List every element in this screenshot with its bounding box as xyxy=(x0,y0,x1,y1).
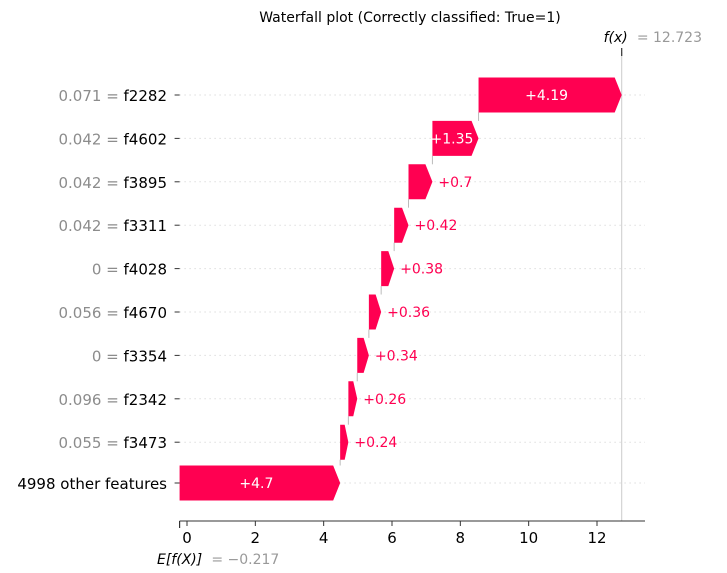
output-value-annotation: f(x) = 12.723 xyxy=(604,27,702,46)
feature-value: 0.071 = xyxy=(58,87,123,105)
bar-value-label: +0.36 xyxy=(387,305,430,321)
base-value-label: E[f(X)] xyxy=(157,552,202,568)
feature-name: f2342 xyxy=(124,391,167,409)
feature-label: 0 = f3354 xyxy=(92,347,167,365)
waterfall-bar xyxy=(394,207,409,243)
waterfall-bar xyxy=(368,294,382,330)
x-axis: 0 2 4 6 8 10 12 xyxy=(178,520,645,547)
feature-value: 0.042 = xyxy=(58,174,123,192)
waterfall-bar xyxy=(408,164,433,200)
feature-label: 0.042 = f4602 xyxy=(58,130,167,148)
x-tick-label: 0 xyxy=(182,529,192,547)
feature-label: 0.056 = f4670 xyxy=(58,304,167,322)
feature-name: 4998 other features xyxy=(17,475,167,493)
base-value-annotation: E[f(X)] = −0.217 xyxy=(157,549,279,568)
bar-value-label: +0.24 xyxy=(354,435,397,451)
feature-value: 0 = xyxy=(92,261,124,279)
feature-name: f4602 xyxy=(124,130,167,148)
waterfall-bar xyxy=(432,120,479,156)
feature-value: 0.096 = xyxy=(58,391,123,409)
output-value: = 12.723 xyxy=(637,30,702,46)
x-tick-label: 12 xyxy=(587,529,606,547)
feature-name: f2282 xyxy=(124,87,167,105)
x-tick-label: 10 xyxy=(519,529,538,547)
bar-value-label: +0.26 xyxy=(363,392,406,408)
feature-value: 0.042 = xyxy=(58,217,123,235)
feature-name: f3311 xyxy=(124,217,167,235)
bar-value-label: +0.38 xyxy=(400,262,443,278)
feature-value: 0 = xyxy=(92,347,124,365)
bar-value-label: +0.42 xyxy=(415,218,458,234)
waterfall-bar xyxy=(381,251,395,287)
feature-label: 4998 other features xyxy=(17,475,167,493)
bar-value-label: +0.7 xyxy=(438,175,472,191)
chart-title: Waterfall plot (Correctly classified: Tr… xyxy=(259,10,561,26)
x-tick-label: 6 xyxy=(387,529,397,547)
waterfall-bar xyxy=(179,465,341,501)
feature-name: f4028 xyxy=(124,261,167,279)
waterfall-bar xyxy=(340,424,349,460)
bar-value-label: +1.35 xyxy=(431,131,474,147)
feature-name: f3354 xyxy=(124,347,167,365)
feature-label: 0 = f4028 xyxy=(92,261,167,279)
feature-value: 0.056 = xyxy=(58,304,123,322)
x-tick-label: 8 xyxy=(456,529,466,547)
bar-value-label: +4.7 xyxy=(239,476,273,492)
feature-label: 0.096 = f2342 xyxy=(58,391,167,409)
row-gridlines xyxy=(179,94,645,484)
feature-label: 0.071 = f2282 xyxy=(58,87,167,105)
x-tick-label: 4 xyxy=(319,529,329,547)
svg-text:E[f(X)] = −0.217: E[f(X)] = −0.217 xyxy=(157,549,279,568)
output-value-label: f(x) xyxy=(604,30,628,46)
feature-name: f3895 xyxy=(124,174,167,192)
feature-name: f3473 xyxy=(124,434,167,452)
feature-value: 0.055 = xyxy=(58,434,123,452)
x-tick-label: 2 xyxy=(251,529,261,547)
feature-name: f4670 xyxy=(124,304,167,322)
waterfall-bar xyxy=(348,381,358,417)
svg-text:f(x) = 12.723: f(x) = 12.723 xyxy=(604,27,702,46)
waterfall-bar xyxy=(478,77,622,113)
feature-value: 0.042 = xyxy=(58,130,123,148)
bars xyxy=(179,77,622,501)
waterfall-bar xyxy=(357,337,369,373)
feature-label: 0.055 = f3473 xyxy=(58,434,167,452)
bar-value-label: +4.19 xyxy=(525,88,568,104)
bar-value-label: +0.34 xyxy=(375,348,418,364)
feature-label: 0.042 = f3895 xyxy=(58,174,167,192)
feature-labels: +4.19 0.071 = f2282 +1.35 0.042 = f4602 +0.7… xyxy=(17,87,568,493)
reference-lines xyxy=(339,48,623,521)
base-value: = −0.217 xyxy=(211,552,279,568)
feature-label: 0.042 = f3311 xyxy=(58,217,167,235)
